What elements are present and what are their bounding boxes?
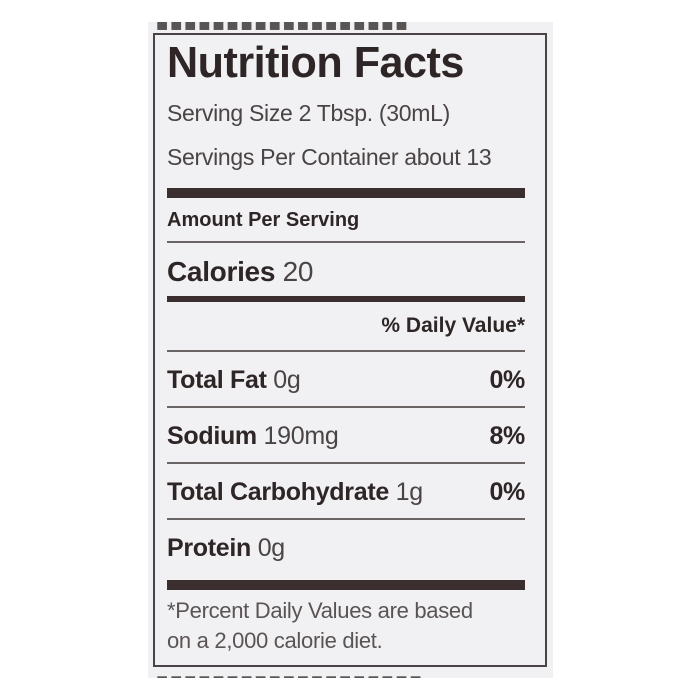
cut-off-text-top: ■■■■■■■■■■■■■■■■■■ xyxy=(156,22,409,32)
cut-off-text-bottom: ■■■■■■■■■■■■■■■■■■■ xyxy=(156,668,424,678)
nutrient-amount: 1g xyxy=(395,478,424,506)
divider xyxy=(167,241,525,243)
nutrient-dv: 0% xyxy=(489,478,525,506)
nutrient-row-protein: Protein 0g xyxy=(167,534,525,563)
nutrient-amount: 0g xyxy=(257,534,286,562)
divider xyxy=(167,406,525,408)
nutrient-amount: 0g xyxy=(273,366,301,394)
footnote-line-2: on a 2,000 calorie diet. xyxy=(167,628,383,653)
calories-row: Calories 20 xyxy=(167,256,525,288)
divider xyxy=(167,462,525,464)
nutrient-dv: 8% xyxy=(489,422,525,450)
nutrition-title: Nutrition Facts xyxy=(167,38,464,87)
nutrient-name: Total Carbohydrate xyxy=(167,478,389,506)
nutrient-name: Total Fat xyxy=(167,366,267,394)
footnote-line-1: *Percent Daily Values are based xyxy=(167,598,473,623)
nutrition-facts-box xyxy=(153,33,547,667)
daily-value-header: % Daily Value* xyxy=(381,314,525,337)
nutrient-amount: 190mg xyxy=(263,422,339,450)
servings-per-container: Servings Per Container about 13 xyxy=(167,144,492,170)
nutrient-dv: 0% xyxy=(489,366,525,394)
divider xyxy=(167,518,525,520)
serving-size: Serving Size 2 Tbsp. (30mL) xyxy=(167,100,450,126)
nutrient-row-sodium: Sodium 190mg 8% xyxy=(167,422,525,451)
nutrient-name: Sodium xyxy=(167,422,257,450)
divider xyxy=(167,350,525,352)
nutrient-name: Protein xyxy=(167,534,252,562)
calories-value: 20 xyxy=(282,256,314,287)
amount-per-serving: Amount Per Serving xyxy=(167,209,360,231)
calories-label: Calories xyxy=(167,256,276,287)
medium-divider xyxy=(167,296,525,302)
nutrient-row-total-carbohydrate: Total Carbohydrate 1g 0% xyxy=(167,478,525,507)
nutrient-row-total-fat: Total Fat 0g 0% xyxy=(167,366,525,395)
thick-divider xyxy=(167,188,525,198)
thick-divider xyxy=(167,580,525,590)
